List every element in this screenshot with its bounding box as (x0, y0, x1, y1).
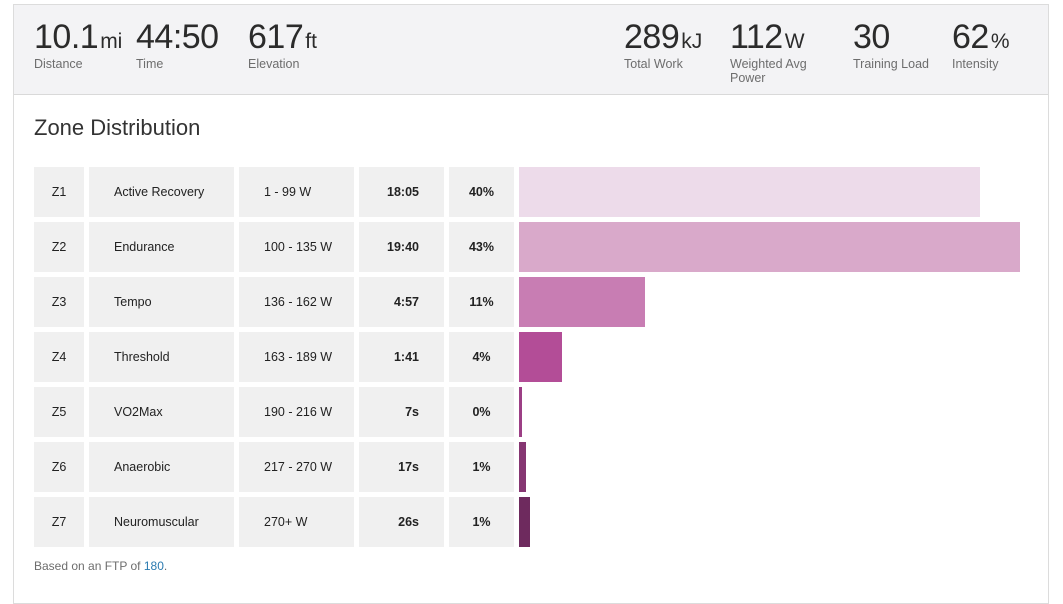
stats-bar: 10.1mi Distance 44:50 Time 617ft Elevati… (14, 5, 1048, 95)
zone-bar (519, 167, 980, 217)
stat-total-work: 289kJ Total Work (624, 17, 719, 71)
stat-unit: mi (100, 30, 123, 53)
zone-name: Active Recovery (89, 167, 234, 217)
stat-unit: W (784, 30, 805, 53)
zone-name: Endurance (89, 222, 234, 272)
zone-row: Z3 Tempo 136 - 162 W 4:57 11% (34, 277, 1024, 327)
zone-percent: 4% (449, 332, 514, 382)
zone-bar (519, 222, 1020, 272)
zone-name: Threshold (89, 332, 234, 382)
zone-time: 19:40 (359, 222, 444, 272)
stat-training-load: 30 Training Load (853, 17, 948, 71)
zone-power-range: 217 - 270 W (239, 442, 354, 492)
zone-row: Z6 Anaerobic 217 - 270 W 17s 1% (34, 442, 1024, 492)
zone-power-range: 136 - 162 W (239, 277, 354, 327)
stat-value: 617 (248, 18, 304, 56)
ftp-link[interactable]: 180 (143, 559, 164, 573)
zone-row: Z1 Active Recovery 1 - 99 W 18:05 40% (34, 167, 1024, 217)
zone-id: Z2 (34, 222, 84, 272)
zone-percent: 1% (449, 497, 514, 547)
zone-power-range: 100 - 135 W (239, 222, 354, 272)
activity-card: 10.1mi Distance 44:50 Time 617ft Elevati… (13, 4, 1049, 604)
zone-bar (519, 332, 562, 382)
zone-row: Z7 Neuromuscular 270+ W 26s 1% (34, 497, 1024, 547)
stat-label: Elevation (248, 57, 300, 71)
stat-intensity: 62% Intensity (952, 17, 1047, 71)
stat-label: Training Load (853, 57, 929, 71)
zone-name: Anaerobic (89, 442, 234, 492)
zone-time: 17s (359, 442, 444, 492)
zone-time: 4:57 (359, 277, 444, 327)
zone-row: Z5 VO2Max 190 - 216 W 7s 0% (34, 387, 1024, 437)
zone-id: Z3 (34, 277, 84, 327)
section-title: Zone Distribution (34, 115, 201, 140)
zone-power-range: 270+ W (239, 497, 354, 547)
stat-value: 112 (730, 18, 783, 56)
stat-unit: % (990, 30, 1010, 53)
zone-bar (519, 387, 522, 437)
stat-label: Weighted Avg Power (730, 57, 807, 85)
zone-bar (519, 497, 530, 547)
stat-weighted-avg-power: 112W Weighted Avg Power (730, 17, 820, 85)
zone-name: Neuromuscular (89, 497, 234, 547)
zone-id: Z5 (34, 387, 84, 437)
footnote-text: Based on an FTP of (34, 559, 144, 573)
zone-time: 18:05 (359, 167, 444, 217)
footnote-suffix: . (163, 559, 168, 573)
zone-name: Tempo (89, 277, 234, 327)
zone-percent: 0% (449, 387, 514, 437)
zone-name: VO2Max (89, 387, 234, 437)
zone-power-range: 163 - 189 W (239, 332, 354, 382)
zone-id: Z1 (34, 167, 84, 217)
stat-unit: ft (305, 30, 317, 53)
stat-elevation: 617ft Elevation (248, 17, 343, 71)
stat-value: 289 (624, 18, 680, 56)
zone-time: 7s (359, 387, 444, 437)
zone-id: Z6 (34, 442, 84, 492)
zone-row: Z2 Endurance 100 - 135 W 19:40 43% (34, 222, 1024, 272)
stat-label: Total Work (624, 57, 683, 71)
zone-percent: 40% (449, 167, 514, 217)
zone-row: Z4 Threshold 163 - 189 W 1:41 4% (34, 332, 1024, 382)
stat-label: Distance (34, 57, 83, 71)
ftp-footnote: Based on an FTP of 180. (34, 559, 167, 573)
stat-value: 44:50 (136, 18, 219, 56)
stat-unit: kJ (681, 30, 703, 53)
zone-time: 26s (359, 497, 444, 547)
stat-time: 44:50 Time (136, 17, 231, 71)
zone-bar (519, 442, 526, 492)
zone-id: Z7 (34, 497, 84, 547)
stat-value: 62 (952, 18, 989, 56)
stat-label: Time (136, 57, 164, 71)
zone-percent: 11% (449, 277, 514, 327)
zone-time: 1:41 (359, 332, 444, 382)
stat-value: 30 (853, 18, 890, 56)
zone-percent: 43% (449, 222, 514, 272)
stat-label: Intensity (952, 57, 999, 71)
stat-distance: 10.1mi Distance (34, 17, 129, 71)
zone-power-range: 1 - 99 W (239, 167, 354, 217)
zone-bar (519, 277, 645, 327)
zone-percent: 1% (449, 442, 514, 492)
zone-id: Z4 (34, 332, 84, 382)
zone-power-range: 190 - 216 W (239, 387, 354, 437)
stat-value: 10.1 (34, 18, 99, 56)
